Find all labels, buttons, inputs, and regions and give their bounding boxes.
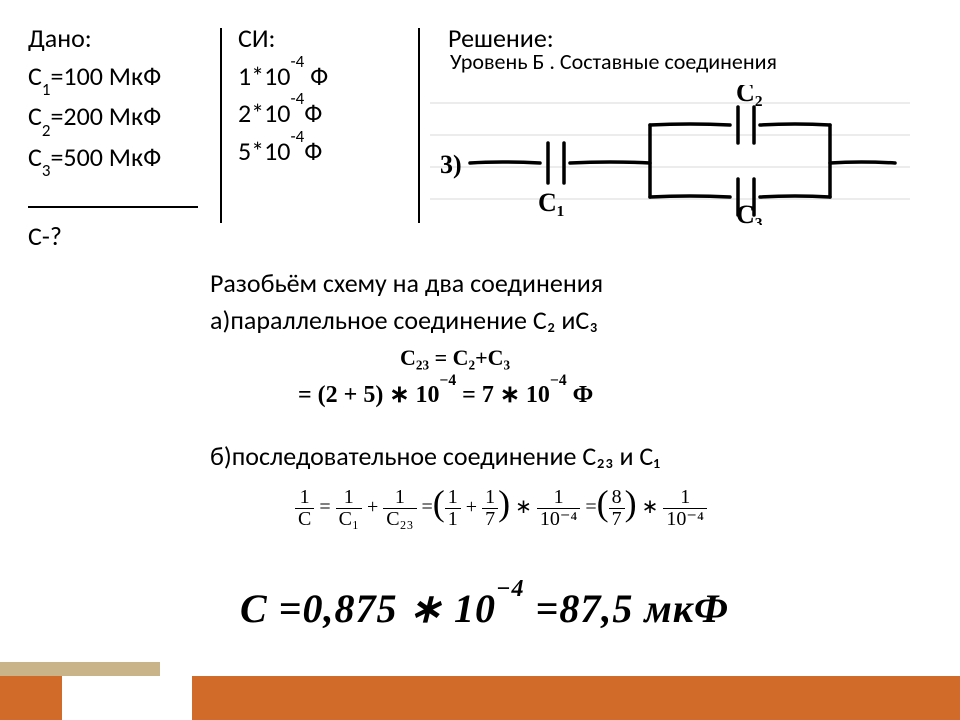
formula-answer: С =0,875 ∗ 10−4 =87,5 мкФ: [240, 585, 729, 632]
formula-series: 1C = 1C₁ + 1C₂₃ =(11 + 17) ∗ 110⁻⁴ =(87)…: [295, 480, 707, 530]
circuit-diagram: 3) С₁ С₂ С₃: [430, 85, 910, 225]
explain-line-2: а)параллельное соединение С₂ иС₃: [210, 302, 598, 338]
given-c2: С2=200 МкФ: [28, 98, 218, 139]
si-header: СИ:: [238, 20, 398, 58]
given-c3: С3=500 МкФ: [28, 139, 218, 180]
explain-line-3: б)последовательное соединение С₂₃ и С₁: [210, 438, 660, 474]
given-column: Дано: С1=100 МкФ С2=200 МкФ С3=500 МкФ С…: [28, 20, 218, 256]
divider-2: [418, 28, 420, 223]
divider-1: [220, 28, 222, 223]
circuit-num: 3): [440, 150, 462, 179]
circuit-c2: С₂: [736, 85, 763, 107]
given-ask: С-?: [28, 218, 218, 256]
circuit-c1: С₁: [538, 188, 565, 217]
circuit-c3: С₃: [736, 200, 763, 225]
si-v1: 1*10-4 Ф: [238, 58, 398, 96]
accent-bar: [0, 662, 960, 720]
formula-c23-sym: С₂₃ = С₂+С₃: [400, 345, 510, 371]
subtitle: Уровень Б . Составные соединения: [450, 48, 777, 75]
explain-line-1: Разобьём схему на два соединения: [210, 265, 603, 301]
accent-tan: [0, 662, 160, 676]
given-underline: [28, 180, 218, 219]
given-header: Дано:: [28, 20, 218, 58]
given-c1: С1=100 МкФ: [28, 58, 218, 99]
si-v2: 2*10-4Ф: [238, 95, 398, 133]
slide: Дано: С1=100 МкФ С2=200 МкФ С3=500 МкФ С…: [0, 0, 960, 720]
accent-white: [62, 676, 192, 720]
formula-c23-num: = (2 + 5) ∗ 10−4 = 7 ∗ 10−4 Ф: [298, 380, 593, 409]
si-v3: 5*10-4Ф: [238, 133, 398, 171]
si-column: СИ: 1*10-4 Ф 2*10-4Ф 5*10-4Ф: [238, 20, 398, 171]
